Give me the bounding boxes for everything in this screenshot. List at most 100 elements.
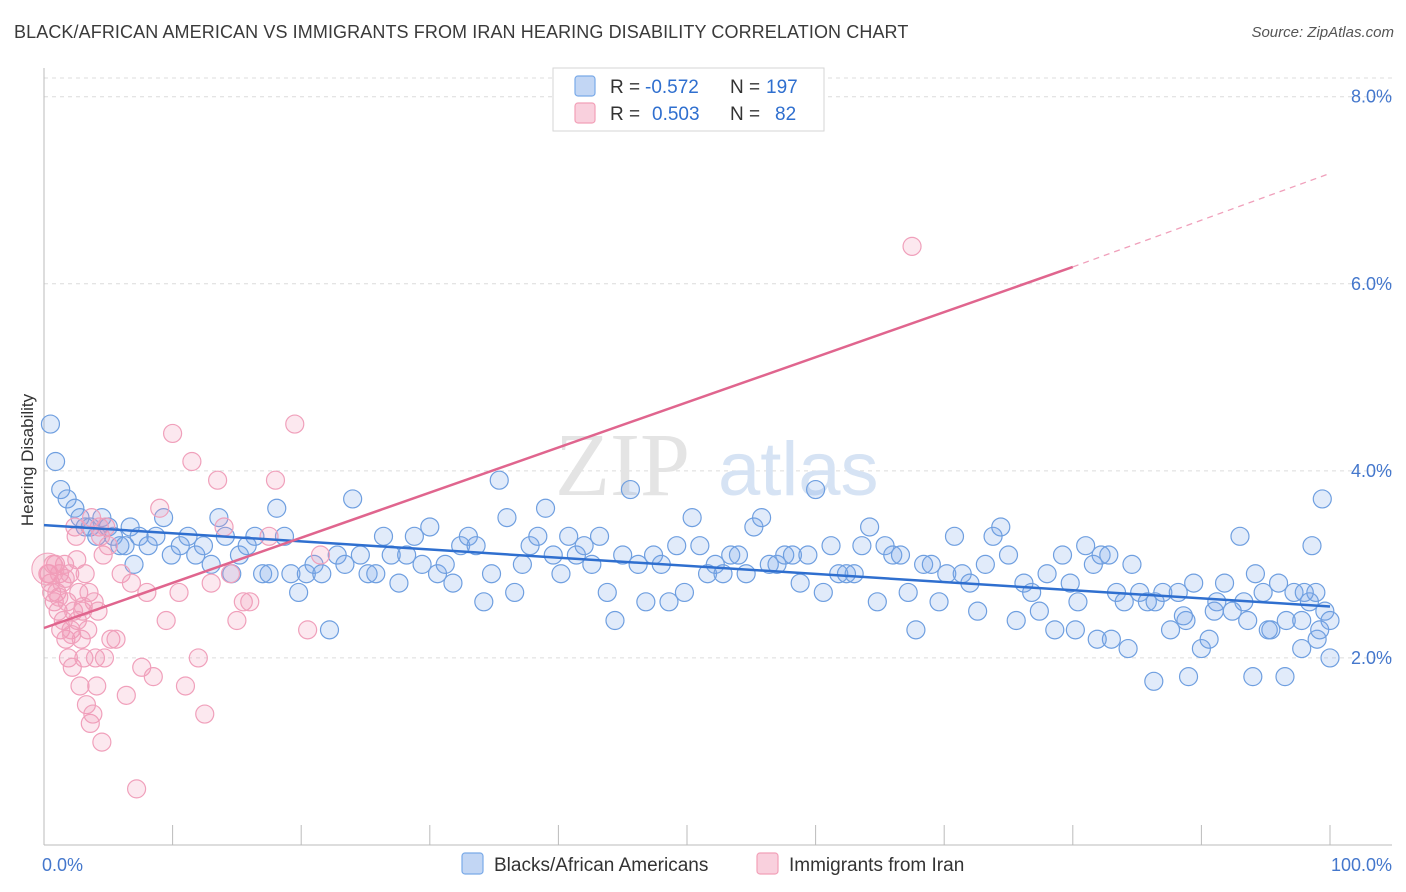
blacks-point-87: [674, 582, 695, 603]
iran-point-58: [175, 676, 196, 696]
blacks-point-95: [736, 564, 756, 584]
legend-r-value-2: 0.503: [652, 104, 700, 125]
blacks-point-109: [844, 564, 864, 584]
blacks-point-37: [289, 582, 309, 603]
blacks-point-104: [805, 479, 826, 500]
blacks-point-77: [597, 582, 617, 603]
blacks-point-155: [1199, 629, 1219, 649]
bottom-legend: Blacks/African Americans Immigrants from…: [461, 852, 964, 876]
blacks-point-151: [1168, 582, 1188, 603]
iran-point-59: [182, 451, 202, 472]
blacks-point-86: [667, 536, 687, 556]
blacks-point-190: [1173, 606, 1193, 626]
blacks-point-80: [620, 479, 641, 500]
legend-n-label-1: N =: [730, 77, 760, 98]
y-tick-label-1: 4.0%: [1351, 461, 1392, 481]
blacks-point-50: [389, 573, 409, 593]
blacks-point-52: [404, 526, 424, 546]
blacks-point-157: [1214, 573, 1235, 593]
blacks-point-97: [751, 508, 772, 528]
blacks-point-94: [728, 545, 749, 565]
blacks-point-100: [775, 545, 795, 565]
legend-n-value-1: 197: [766, 77, 798, 98]
blacks-point-136: [1052, 545, 1073, 565]
blacks-point-144: [1114, 592, 1134, 612]
blacks-point-63: [489, 470, 509, 490]
blacks-point-54: [420, 517, 440, 537]
legend-n-label-2: N =: [730, 104, 760, 125]
iran-point-60: [188, 648, 208, 668]
iran-point-30: [79, 582, 99, 603]
blacks-point-44: [343, 489, 363, 509]
blacks-point-26: [209, 508, 229, 528]
blacks-point-34: [267, 498, 287, 518]
iran-point-41: [93, 545, 113, 565]
blacks-point-89: [690, 536, 710, 556]
x-tick-label-1: 100.0%: [1331, 855, 1392, 875]
blacks-point-128: [991, 517, 1011, 537]
iran-point-46: [106, 629, 126, 649]
blacks-point-82: [636, 592, 656, 612]
blacks-point-174: [1292, 638, 1312, 659]
blacks-point-101: [782, 545, 803, 565]
iran-point-44: [98, 536, 118, 556]
blacks-point-150: [1160, 620, 1181, 640]
iran-point-74: [902, 236, 922, 256]
iran-point-20: [66, 526, 86, 546]
blacks-point-138: [1068, 592, 1088, 612]
blacks-point-85: [659, 592, 679, 612]
blacks-point-115: [890, 545, 911, 565]
blacks-point-159: [1230, 526, 1250, 546]
iran-point-53: [143, 667, 163, 687]
blacks-point-164: [1268, 573, 1289, 593]
trend-line-iran: [43, 265, 1074, 630]
blacks-point-126: [975, 554, 995, 574]
watermark: ZIP atlas: [555, 416, 879, 515]
iran-point-76: [43, 554, 63, 574]
iran-point-61: [195, 704, 215, 724]
blacks-point-81: [628, 554, 648, 574]
blacks-point-116: [898, 582, 918, 603]
iran-point-27: [75, 564, 95, 584]
blacks-point-60: [466, 536, 486, 556]
blacks-point-122: [944, 526, 965, 546]
x-tick-label-0: 0.0%: [42, 855, 83, 875]
blacks-point-76: [589, 526, 610, 546]
blacks-point-106: [821, 536, 841, 556]
blacks-point-118: [914, 554, 934, 574]
blacks-point-98: [759, 554, 779, 574]
iran-point-70: [265, 470, 286, 490]
blacks-point-71: [551, 564, 571, 584]
iran-point-42: [94, 648, 115, 668]
iran-point-36: [87, 676, 107, 696]
blacks-point-133: [1029, 601, 1049, 621]
blacks-point-48: [373, 526, 394, 546]
blacks-point-47: [366, 564, 386, 584]
legend-box: [552, 67, 825, 132]
blacks-point-160: [1238, 610, 1258, 631]
iran-point-71: [285, 414, 305, 434]
blacks-point-166: [1284, 582, 1304, 603]
iran-point-cluster: [31, 552, 65, 586]
blacks-point-137: [1060, 573, 1080, 593]
iran-point-67: [233, 592, 253, 612]
blacks-point-69: [535, 498, 556, 518]
blacks-point-112: [867, 592, 887, 612]
axes: [43, 68, 1392, 846]
iran-point-57: [169, 582, 189, 603]
blacks-point-110: [852, 536, 872, 556]
blacks-point-139: [1076, 536, 1096, 556]
y-tick-labels: 2.0% 4.0% 6.0% 8.0%: [1351, 87, 1392, 668]
blacks-point-24: [193, 536, 214, 556]
chart-source: Source: ZipAtlas.com: [1251, 24, 1394, 41]
blacks-point-88: [682, 508, 702, 528]
blacks-point-142: [1099, 545, 1119, 565]
blacks-point-18: [146, 526, 166, 546]
blacks-point-2: [51, 479, 71, 500]
blacks-point-181: [1258, 620, 1278, 640]
iran-point-45: [101, 629, 121, 649]
blacks-point-105: [813, 582, 833, 603]
y-tick-label-2: 6.0%: [1351, 274, 1392, 294]
blacks-point-70: [543, 545, 563, 565]
